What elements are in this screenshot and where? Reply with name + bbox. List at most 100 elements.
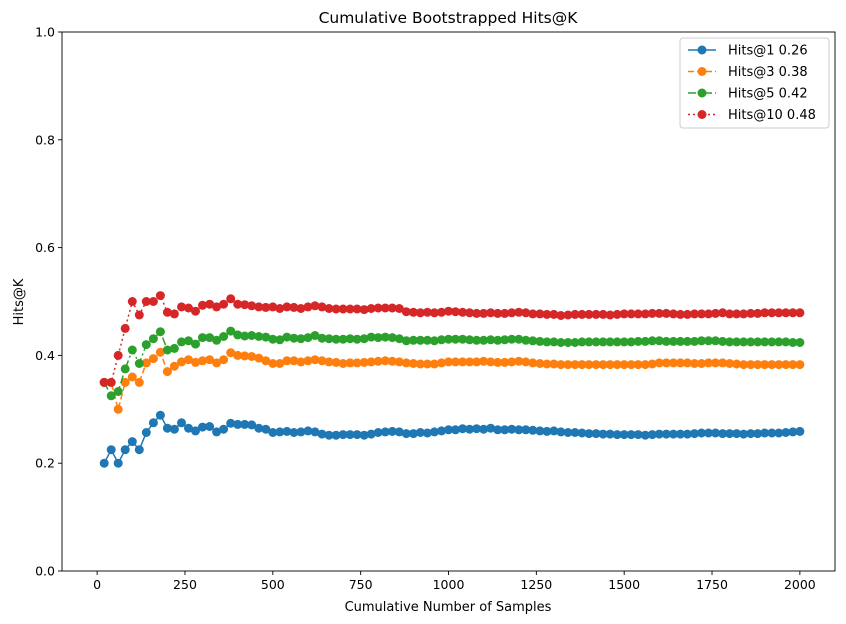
- data-point: [760, 428, 770, 438]
- data-point: [633, 309, 643, 319]
- data-point: [739, 337, 749, 347]
- data-point: [148, 354, 158, 364]
- data-point: [162, 307, 172, 317]
- data-point: [570, 309, 580, 319]
- data-point: [134, 359, 144, 368]
- data-point: [401, 336, 411, 346]
- data-point: [500, 357, 510, 367]
- data-point: [415, 428, 425, 437]
- data-point: [451, 425, 460, 435]
- data-point: [191, 357, 200, 367]
- data-point: [675, 358, 685, 368]
- data-point: [247, 301, 257, 311]
- data-point: [373, 303, 383, 313]
- data-point: [465, 357, 475, 367]
- data-point: [472, 335, 482, 345]
- data-point: [338, 304, 348, 314]
- data-point: [437, 358, 446, 368]
- data-point: [753, 308, 763, 318]
- data-point: [352, 430, 362, 440]
- data-point: [781, 337, 791, 347]
- data-point: [591, 360, 601, 370]
- data-point: [675, 309, 685, 319]
- legend-box: [679, 37, 830, 129]
- data-point: [317, 356, 327, 366]
- data-point: [753, 429, 763, 439]
- data-point: [191, 306, 200, 316]
- data-point: [718, 336, 728, 346]
- data-point: [605, 360, 615, 370]
- data-point: [725, 359, 735, 368]
- y-axis-label: Hits@K: [12, 278, 27, 325]
- data-point: [465, 308, 475, 318]
- data-point: [296, 427, 306, 437]
- data-point: [226, 294, 236, 304]
- data-point: [373, 428, 383, 437]
- data-point: [275, 335, 285, 345]
- data-point: [184, 423, 193, 433]
- data-point: [394, 334, 404, 344]
- data-point: [240, 331, 250, 341]
- data-point: [422, 428, 432, 438]
- data-point: [556, 311, 566, 320]
- data-point: [324, 430, 334, 440]
- data-point: [788, 308, 798, 318]
- data-point: [415, 335, 425, 345]
- data-point: [781, 428, 791, 437]
- data-point: [317, 429, 327, 439]
- data-point: [556, 427, 566, 437]
- data-point: [380, 332, 390, 342]
- data-point: [212, 358, 222, 368]
- data-point: [359, 305, 369, 315]
- legend-marker: [697, 88, 707, 98]
- data-point: [303, 426, 313, 436]
- data-point: [690, 429, 699, 439]
- data-point: [619, 360, 629, 370]
- data-point: [162, 423, 172, 433]
- data-point: [113, 458, 123, 468]
- data-point: [500, 425, 510, 435]
- data-point: [451, 357, 460, 367]
- legend-label: Hits@10 0.48: [728, 108, 816, 123]
- legend-marker: [697, 110, 707, 119]
- data-point: [654, 336, 664, 346]
- data-point: [268, 334, 278, 344]
- data-point: [205, 333, 215, 343]
- data-point: [240, 300, 250, 310]
- data-point: [514, 307, 524, 317]
- data-point: [753, 337, 763, 347]
- data-point: [697, 336, 706, 346]
- data-point: [647, 359, 657, 369]
- data-point: [444, 425, 453, 435]
- data-point: [198, 422, 207, 432]
- data-point: [682, 429, 692, 439]
- data-point: [528, 309, 538, 319]
- data-point: [219, 424, 229, 434]
- data-point: [612, 337, 622, 347]
- data-point: [177, 337, 186, 347]
- data-point: [690, 309, 699, 319]
- data-point: [408, 307, 418, 317]
- data-point: [535, 309, 545, 319]
- data-point: [767, 428, 777, 438]
- data-point: [303, 333, 313, 343]
- data-point: [577, 337, 587, 347]
- data-point: [711, 428, 720, 438]
- data-point: [479, 424, 489, 434]
- data-point: [184, 336, 193, 346]
- data-point: [718, 358, 728, 368]
- data-point: [437, 307, 446, 317]
- data-point: [661, 429, 671, 439]
- data-point: [598, 429, 608, 439]
- series-2: [99, 347, 805, 414]
- data-point: [366, 332, 376, 342]
- data-point: [99, 377, 109, 387]
- data-point: [155, 327, 165, 337]
- data-point: [261, 356, 271, 366]
- data-point: [422, 307, 432, 317]
- data-point: [626, 309, 636, 319]
- data-point: [352, 334, 362, 344]
- data-point: [184, 355, 193, 365]
- data-point: [268, 428, 278, 437]
- data-point: [605, 429, 615, 439]
